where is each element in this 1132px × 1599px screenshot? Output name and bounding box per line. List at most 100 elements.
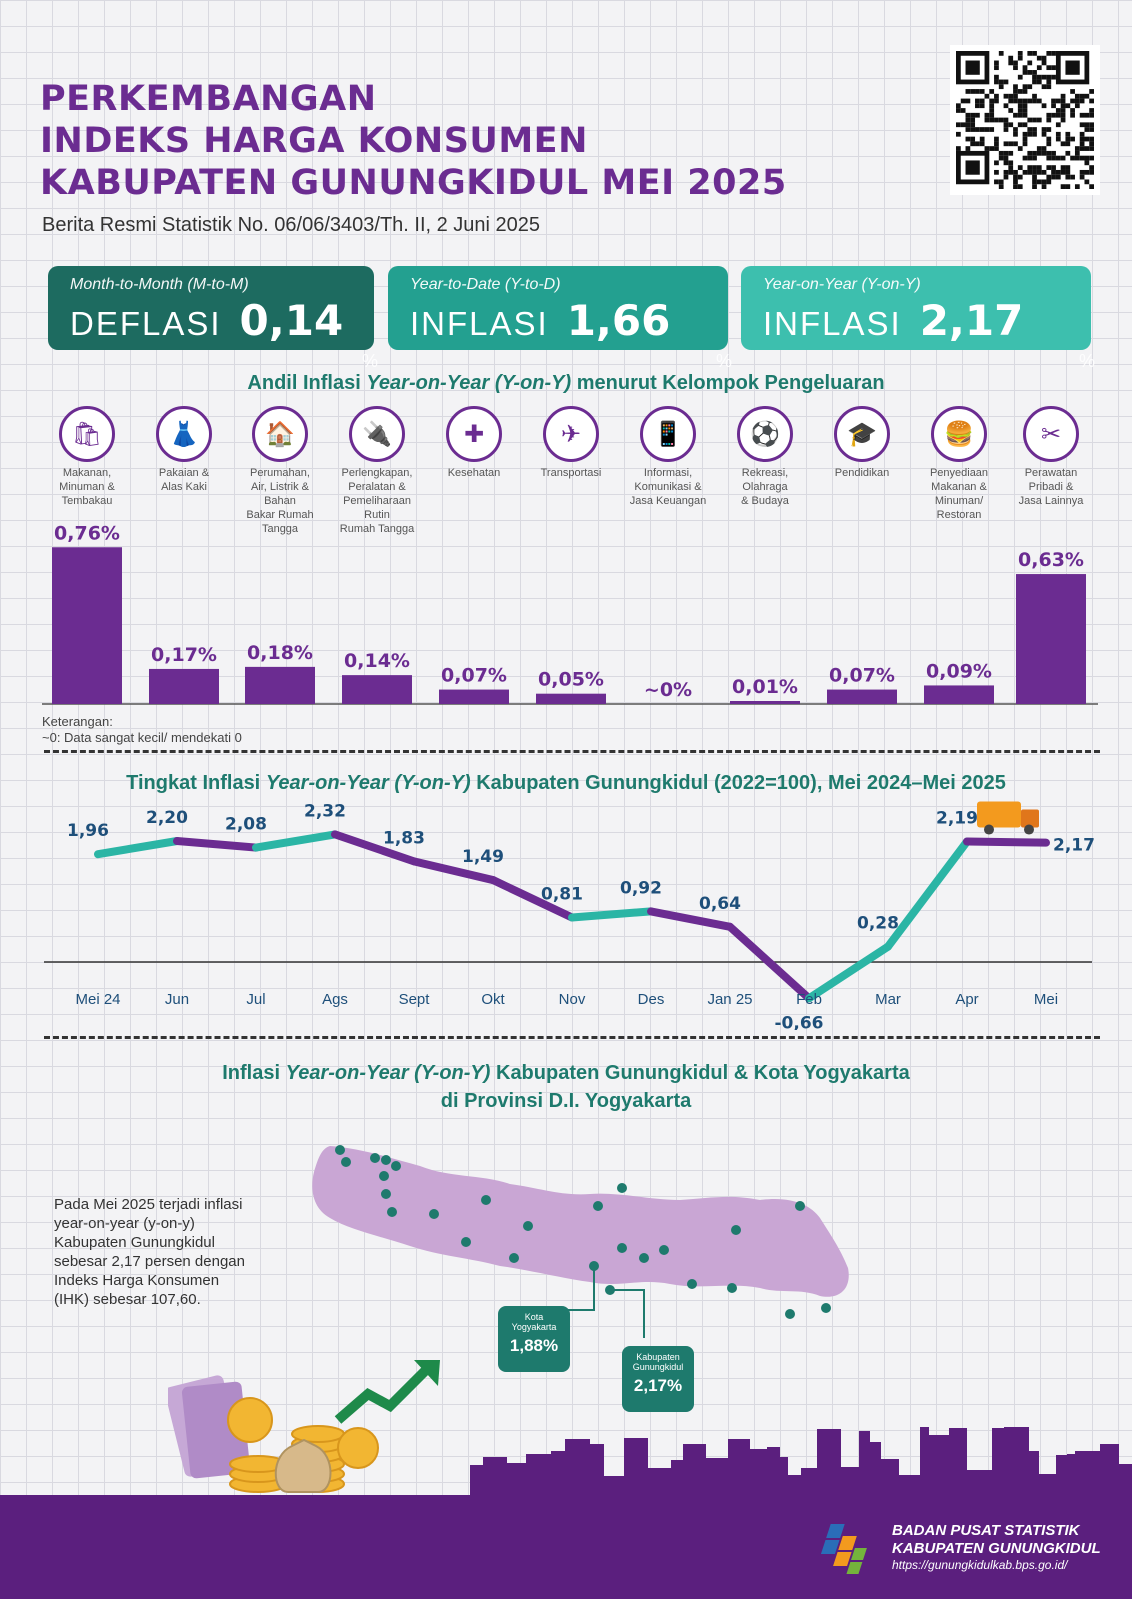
line-segment: [331, 830, 418, 866]
category-item: ✈ Transportasi: [525, 406, 617, 480]
category-label: Rekreasi, Olahraga & Budaya: [741, 467, 789, 507]
bps-org-name: BADAN PUSAT STATISTIK KABUPATEN GUNUNGKI…: [892, 1522, 1101, 1558]
line-segment: [252, 830, 339, 852]
section-divider: [44, 750, 1100, 753]
line-data-label: 0,28: [857, 914, 899, 934]
bar-data-label: 0,63%: [1018, 549, 1084, 571]
map-title: Inflasi Year-on-Year (Y-on-Y) Kabupaten …: [0, 1062, 1132, 1085]
x-tick-label: Des: [638, 991, 665, 1008]
x-tick-label: Jun: [165, 991, 189, 1008]
card-value-row: INFLASI 1,66: [410, 296, 706, 345]
bar-data-label: 0,07%: [829, 665, 895, 687]
org-line-1: BADAN PUSAT STATISTIK: [892, 1522, 1080, 1539]
category-label: Penyediaan Makanan & Minuman/ Restoran: [929, 467, 989, 521]
line-data-label: -0,66: [775, 1013, 824, 1030]
scissors-comb-icon: ✂: [1023, 406, 1079, 462]
line-data-label: 2,17: [1053, 836, 1095, 856]
x-tick-label: Mar: [875, 991, 901, 1008]
city-skyline-icon: [470, 1427, 1132, 1496]
summary-card: Year-to-Date (Y-to-D) INFLASI 1,66%: [388, 266, 732, 371]
bar-data-label: 0,05%: [538, 669, 604, 691]
x-tick-label: Mei 24: [75, 991, 120, 1008]
plug-icon: 🔌: [349, 406, 405, 462]
line-segment: [647, 907, 734, 931]
note-text: ~0: Data sangat kecil/ mendekati 0: [42, 730, 242, 745]
category-label: Pakaian & Alas Kaki: [158, 467, 210, 493]
java-map: [312, 1145, 849, 1338]
line-segment: [173, 837, 260, 852]
bar-data-label: 0,76%: [54, 522, 120, 544]
soccer-player-icon: ⚽: [737, 406, 793, 462]
category-item: 🎓 Pendidikan: [816, 406, 908, 480]
grocery-bag-icon: 🛍: [59, 406, 115, 462]
bar: [52, 547, 122, 704]
section-divider-2: [44, 1036, 1100, 1039]
bps-url-link[interactable]: https://gunungkidulkab.bps.go.id/: [892, 1558, 1068, 1572]
line-segment: [963, 837, 1050, 847]
card-unit: %: [361, 351, 378, 371]
line-data-label: 2,19: [936, 809, 978, 829]
category-item: 🔌 Perlengkapan, Peralatan & Pemeliharaan …: [331, 406, 423, 536]
x-tick-label: Sept: [399, 991, 431, 1008]
bar-data-label: 0,09%: [926, 660, 992, 682]
callout-label: Kota Yogyakarta: [511, 1312, 557, 1332]
line-data-label: 2,20: [146, 808, 188, 828]
org-line-2: KABUPATEN GUNUNGKIDUL: [892, 1540, 1101, 1557]
chart-note: Keterangan: ~0: Data sangat kecil/ mende…: [42, 714, 242, 746]
qr-code-icon[interactable]: [950, 45, 1100, 195]
map-description: Pada Mei 2025 terjadi inflasi year-on-ye…: [54, 1196, 245, 1308]
card-value-row: INFLASI 2,17: [763, 296, 1069, 345]
bar-chart-title: Andil Inflasi Year-on-Year (Y-on-Y) menu…: [0, 372, 1132, 395]
line-chart-title: Tingkat Inflasi Year-on-Year (Y-on-Y) Ka…: [0, 772, 1132, 795]
note-title: Keterangan:: [42, 714, 113, 729]
map-title-part-c: Kabupaten Gunungkidul & Kota Yogyakarta: [490, 1062, 910, 1084]
line-segment: [489, 876, 576, 922]
map-title-part-a: Inflasi: [222, 1062, 286, 1084]
line-data-label: 0,64: [699, 894, 741, 914]
x-tick-label: Mei: [1034, 991, 1058, 1008]
bps-logo-icon[interactable]: [818, 1520, 884, 1580]
money-illustration-icon: [168, 1360, 440, 1493]
bar-chart: 0,76% 0,17% 0,18% 0,14% 0,07% 0,05% ~0% 0,01% 0,…: [42, 522, 1098, 705]
bar-data-label: ~0%: [644, 679, 692, 701]
callout-label: Kabupaten Gunungkidul: [632, 1352, 684, 1372]
card-period-label: Year-to-Date (Y-to-D): [410, 276, 561, 293]
x-tick-label: Jul: [246, 991, 265, 1008]
category-item: 🏠 Perumahan, Air, Listrik & Bahan Bakar R…: [234, 406, 326, 536]
category-item: ✂ Perawatan Pribadi & Jasa Lainnya: [1005, 406, 1097, 508]
bar: [439, 689, 509, 704]
category-label: Informasi, Komunikasi & Jasa Keuangan: [629, 467, 707, 507]
card-kind: DEFLASI: [70, 305, 222, 342]
card-period-label: Month-to-Month (M-to-M): [70, 276, 249, 293]
smartphone-icon: 📱: [640, 406, 696, 462]
callout-value: 2,17%: [633, 1376, 683, 1395]
callout-value: 1,88%: [509, 1336, 559, 1355]
callout-kab-gunungkidul: Kabupaten Gunungkidul 2,17%: [622, 1346, 694, 1412]
line-chart: 1,96 Mei 24 2,20 Jun 2,08 Jul 2,32 Ags 1,83 Sept 1…: [44, 801, 1095, 1030]
java-island-shape: [312, 1146, 849, 1297]
x-tick-label: Ags: [322, 991, 348, 1008]
line-data-label: 1,49: [462, 847, 504, 867]
bar-data-label: 0,14%: [344, 650, 410, 672]
city-markers: [335, 1145, 831, 1319]
fast-food-icon: 🍔: [931, 406, 987, 462]
line-segment: [568, 907, 655, 922]
line-segment: [884, 837, 971, 951]
x-tick-label: Nov: [559, 991, 586, 1008]
map-title-part-b: Year-on-Year (Y-on-Y): [285, 1062, 491, 1084]
bar-data-label: 0,18%: [247, 642, 313, 664]
category-item: ✚ Kesehatan: [428, 406, 520, 480]
x-tick-label: Feb: [796, 991, 822, 1008]
line-data-label: 2,32: [304, 801, 346, 821]
bar: [536, 693, 606, 704]
category-label: Kesehatan: [447, 467, 501, 479]
card-kind: INFLASI: [410, 305, 549, 342]
category-label: Makanan, Minuman & Tembakau: [59, 467, 115, 507]
summary-card: Year-on-Year (Y-on-Y) INFLASI 2,17%: [741, 266, 1095, 371]
card-value-row: DEFLASI 0,14: [70, 296, 352, 345]
line-data-label: 0,92: [620, 878, 662, 898]
house-icon: 🏠: [252, 406, 308, 462]
category-label: Perumahan, Air, Listrik & Bahan Bakar Ru…: [246, 467, 314, 535]
category-item: 🍔 Penyediaan Makanan & Minuman/ Restoran: [913, 406, 1005, 522]
line-segment: [410, 857, 497, 885]
